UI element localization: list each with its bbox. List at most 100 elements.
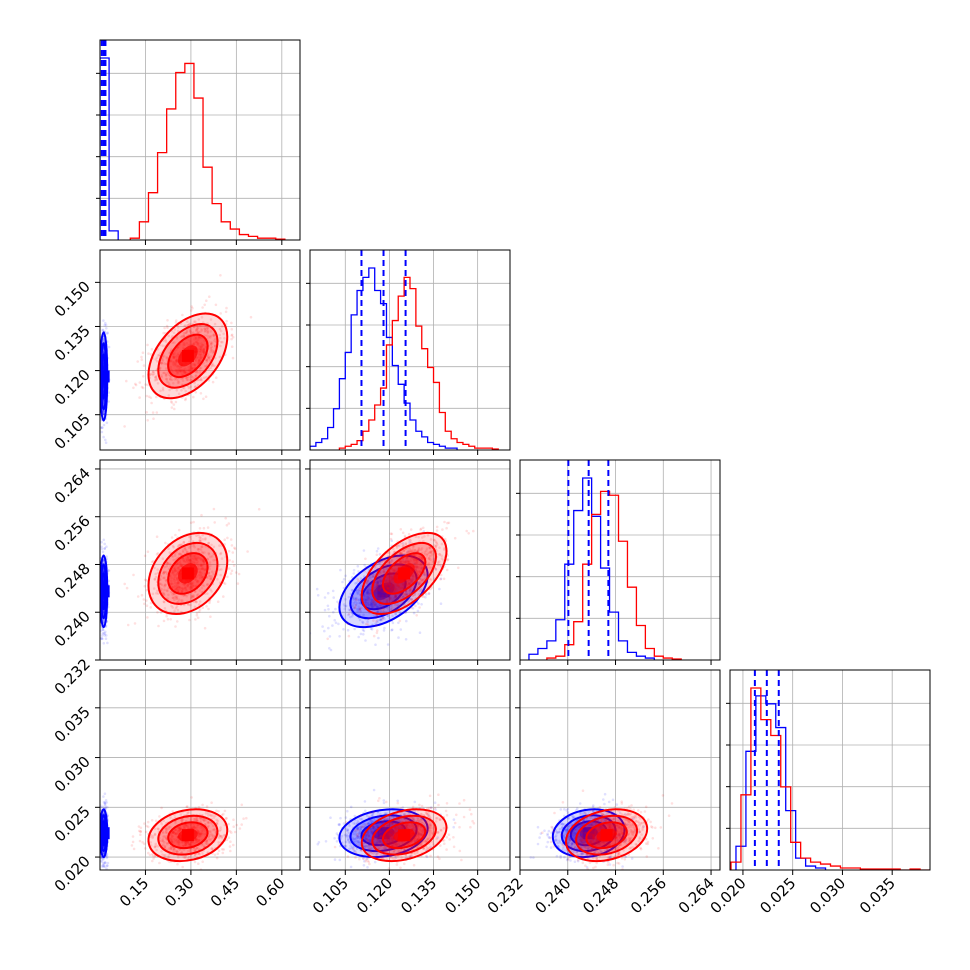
scatter-point — [190, 595, 193, 598]
scatter-point — [102, 398, 105, 402]
scatter-point — [219, 336, 222, 340]
scatter-point — [183, 560, 186, 563]
scatter-point — [216, 600, 220, 603]
scatter-point — [362, 549, 366, 552]
scatter-point — [134, 383, 138, 387]
scatter-point — [199, 324, 202, 328]
scatter-point — [190, 585, 194, 589]
scatter-point — [363, 569, 366, 573]
scatter-point — [212, 333, 216, 336]
scatter-point — [386, 555, 390, 558]
scatter-point — [171, 360, 175, 364]
scatter-point — [104, 441, 108, 445]
scatter-point — [390, 608, 394, 612]
scatter-point — [180, 590, 183, 593]
scatter-point — [381, 597, 384, 600]
scatter-point — [97, 623, 100, 626]
scatter-point — [172, 592, 176, 595]
scatter-point — [105, 855, 109, 858]
scatter-point — [171, 356, 175, 359]
scatter-point — [372, 575, 375, 579]
scatter-point — [102, 340, 106, 343]
scatter-point — [155, 591, 158, 595]
scatter-point — [204, 537, 207, 540]
scatter-point — [379, 586, 383, 590]
scatter-point — [175, 359, 178, 363]
scatter-point — [181, 549, 185, 552]
scatter-point — [365, 598, 368, 601]
scatter-point — [163, 326, 166, 330]
scatter-point — [392, 583, 395, 586]
scatter-point — [407, 582, 411, 585]
scatter-point — [402, 544, 405, 547]
scatter-point — [171, 354, 175, 358]
scatter-point — [201, 343, 205, 347]
scatter-point — [395, 589, 398, 593]
scatter-point — [197, 335, 201, 339]
scatter-point — [170, 536, 174, 539]
scatter-point — [205, 360, 208, 363]
scatter-point — [164, 570, 168, 574]
scatter-point — [395, 553, 399, 557]
scatter-point — [336, 600, 339, 604]
scatter-point — [423, 572, 426, 575]
scatter-point — [412, 554, 416, 558]
scatter-point — [355, 581, 359, 584]
scatter-point — [182, 333, 186, 337]
scatter-point — [172, 596, 175, 600]
scatter-point — [423, 553, 427, 556]
scatter-point — [195, 558, 199, 562]
scatter-point — [193, 584, 196, 588]
scatter-point — [179, 563, 183, 566]
scatter-point — [155, 535, 159, 538]
scatter-point — [183, 371, 186, 374]
scatter-point — [373, 572, 377, 576]
scatter-point — [370, 602, 373, 606]
scatter-point — [208, 295, 211, 299]
scatter-point — [392, 569, 396, 572]
scatter-point — [402, 549, 406, 553]
scatter-point — [426, 580, 430, 584]
scatter-point — [357, 599, 361, 602]
scatter-point — [194, 337, 198, 341]
scatter-point — [176, 370, 179, 374]
scatter-point — [172, 403, 176, 406]
scatter-point — [427, 592, 431, 595]
scatter-point — [420, 588, 423, 591]
scatter-point — [391, 621, 395, 625]
scatter-point — [410, 579, 414, 583]
scatter-point — [365, 582, 369, 585]
scatter-point — [383, 617, 386, 620]
scatter-point — [191, 368, 194, 371]
scatter-point — [411, 550, 414, 553]
scatter-point — [376, 594, 380, 597]
scatter-point — [418, 631, 422, 634]
scatter-point — [187, 376, 191, 379]
scatter-point — [202, 558, 205, 562]
scatter-point — [204, 329, 207, 333]
scatter-point — [194, 374, 198, 377]
scatter-point — [172, 356, 176, 360]
scatter-point — [186, 324, 190, 327]
scatter-point — [410, 555, 414, 558]
scatter-point — [427, 563, 431, 566]
scatter-point — [406, 579, 410, 583]
scatter-point — [185, 329, 189, 332]
scatter-point — [369, 573, 373, 577]
scatter-point — [367, 577, 371, 581]
scatter-point — [181, 313, 184, 317]
scatter-point — [374, 587, 377, 591]
scatter-point — [201, 559, 205, 562]
scatter-point — [162, 331, 165, 335]
scatter-point — [374, 643, 377, 646]
scatter-point — [200, 513, 203, 517]
scatter-point — [376, 582, 379, 585]
scatter-point — [392, 569, 396, 572]
scatter-point — [393, 588, 397, 591]
scatter-point — [163, 576, 166, 579]
scatter-point — [421, 557, 424, 560]
scatter-point — [186, 378, 190, 382]
scatter-point — [195, 370, 198, 374]
scatter-point — [394, 594, 397, 598]
